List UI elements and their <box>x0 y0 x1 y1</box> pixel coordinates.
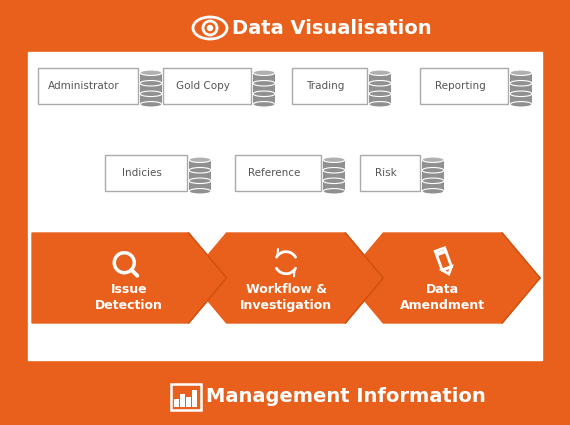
Ellipse shape <box>253 91 275 96</box>
Polygon shape <box>180 394 185 407</box>
Text: Reference: Reference <box>248 168 300 178</box>
Text: Data Visualisation: Data Visualisation <box>232 19 431 37</box>
Circle shape <box>207 26 213 31</box>
Polygon shape <box>369 73 391 83</box>
Polygon shape <box>140 73 162 83</box>
Polygon shape <box>140 94 162 104</box>
FancyBboxPatch shape <box>38 68 138 104</box>
FancyBboxPatch shape <box>28 52 542 360</box>
FancyBboxPatch shape <box>235 155 321 191</box>
Ellipse shape <box>369 70 391 76</box>
Ellipse shape <box>189 178 211 184</box>
Polygon shape <box>422 181 444 191</box>
Polygon shape <box>253 73 275 83</box>
Ellipse shape <box>140 91 162 96</box>
Ellipse shape <box>253 102 275 107</box>
Polygon shape <box>189 170 211 181</box>
Ellipse shape <box>189 189 211 194</box>
Ellipse shape <box>510 102 532 107</box>
Polygon shape <box>422 170 444 181</box>
Ellipse shape <box>323 189 345 194</box>
Polygon shape <box>32 233 226 323</box>
Polygon shape <box>510 94 532 104</box>
Polygon shape <box>369 83 391 94</box>
Polygon shape <box>189 160 211 170</box>
Ellipse shape <box>422 189 444 194</box>
Text: Gold Copy: Gold Copy <box>176 81 230 91</box>
Ellipse shape <box>369 91 391 96</box>
FancyBboxPatch shape <box>292 68 367 104</box>
Ellipse shape <box>422 167 444 173</box>
Polygon shape <box>253 94 275 104</box>
Text: Administrator: Administrator <box>48 81 120 91</box>
Ellipse shape <box>140 80 162 86</box>
Ellipse shape <box>189 167 211 173</box>
Ellipse shape <box>369 80 391 86</box>
Polygon shape <box>192 390 197 407</box>
Ellipse shape <box>189 157 211 162</box>
Text: Data
Amendment: Data Amendment <box>400 283 485 312</box>
Polygon shape <box>323 181 345 191</box>
Text: Trading: Trading <box>306 81 345 91</box>
Ellipse shape <box>323 178 345 184</box>
FancyBboxPatch shape <box>163 68 251 104</box>
Ellipse shape <box>253 80 275 86</box>
Text: Issue
Detection: Issue Detection <box>95 283 163 312</box>
Text: Management Information: Management Information <box>206 388 486 406</box>
Ellipse shape <box>323 167 345 173</box>
Ellipse shape <box>253 70 275 76</box>
FancyBboxPatch shape <box>105 155 187 191</box>
Polygon shape <box>345 233 540 323</box>
Ellipse shape <box>323 157 345 162</box>
Polygon shape <box>189 233 383 323</box>
Ellipse shape <box>422 157 444 162</box>
Polygon shape <box>422 160 444 170</box>
FancyBboxPatch shape <box>420 68 508 104</box>
Text: Workflow &
Investigation: Workflow & Investigation <box>240 283 332 312</box>
Ellipse shape <box>510 70 532 76</box>
Polygon shape <box>510 83 532 94</box>
Polygon shape <box>323 170 345 181</box>
Polygon shape <box>510 73 532 83</box>
Ellipse shape <box>510 91 532 96</box>
Polygon shape <box>253 83 275 94</box>
Ellipse shape <box>140 102 162 107</box>
Text: Indicies: Indicies <box>122 168 162 178</box>
Polygon shape <box>140 83 162 94</box>
Polygon shape <box>189 181 211 191</box>
Ellipse shape <box>369 102 391 107</box>
Ellipse shape <box>422 178 444 184</box>
FancyBboxPatch shape <box>360 155 420 191</box>
Polygon shape <box>323 160 345 170</box>
Ellipse shape <box>510 80 532 86</box>
Ellipse shape <box>140 70 162 76</box>
Text: Risk: Risk <box>375 168 397 178</box>
Text: Reporting: Reporting <box>435 81 486 91</box>
Polygon shape <box>174 399 179 407</box>
Polygon shape <box>186 397 191 407</box>
Polygon shape <box>369 94 391 104</box>
